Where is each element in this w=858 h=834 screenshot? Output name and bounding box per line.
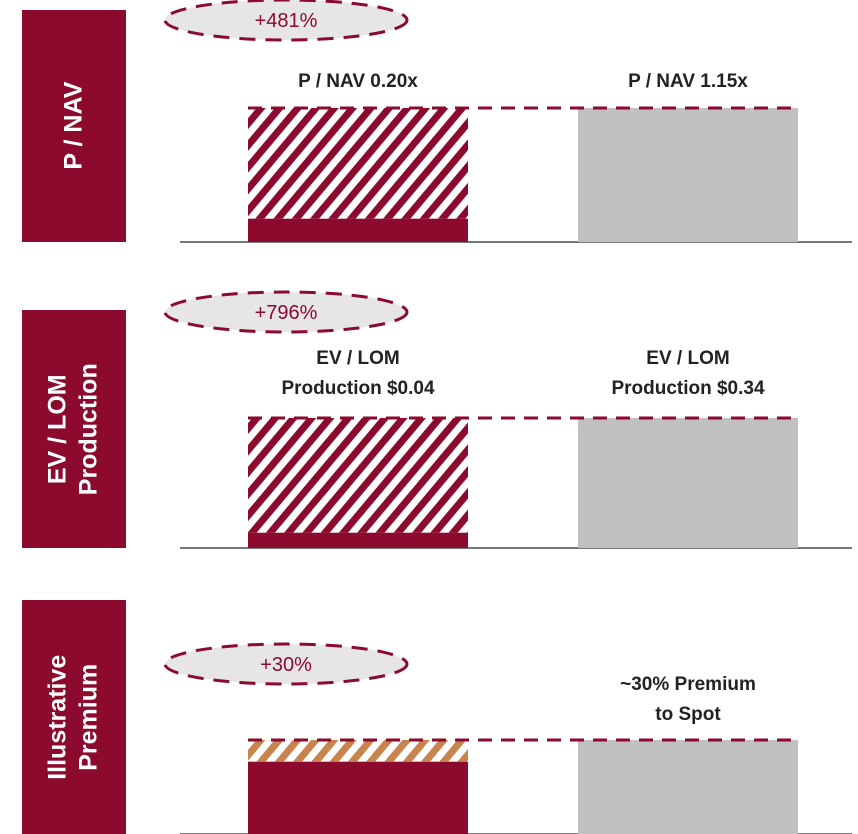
panel-label-pnav: P / NAV	[22, 10, 126, 242]
uplift-label: +796%	[255, 302, 318, 324]
uplift-ellipse	[163, 0, 409, 42]
bar-peer	[578, 418, 798, 548]
tick-label: P / NAV 0.20x	[298, 71, 418, 92]
uplift-ellipse	[163, 290, 409, 334]
uplift-label: +30%	[260, 654, 312, 676]
tick-label: Production $0.34	[611, 378, 765, 399]
tick-label: Production $0.04	[281, 378, 435, 399]
bar-peer	[578, 740, 798, 834]
tick-label: P / NAV 1.15x	[628, 71, 748, 92]
tick-label: to Spot	[655, 704, 721, 725]
tick-label: ~30% Premium	[620, 674, 756, 695]
bar-upside-hatch	[248, 418, 468, 533]
bar-company	[248, 218, 468, 242]
uplift-ellipse	[163, 642, 409, 686]
bar-company	[248, 532, 468, 548]
tick-label: EV / LOM	[316, 348, 399, 369]
tick-label: EV / LOM	[646, 348, 729, 369]
bar-upside-hatch	[248, 740, 468, 762]
bar-upside-hatch	[248, 108, 468, 219]
bar-peer	[578, 108, 798, 242]
panel-label-ev-lom: EV / LOM Production	[22, 310, 126, 548]
panel-label-premium: Illustrative Premium	[22, 600, 126, 834]
uplift-label: +481%	[255, 10, 318, 32]
bar-company	[248, 761, 468, 834]
